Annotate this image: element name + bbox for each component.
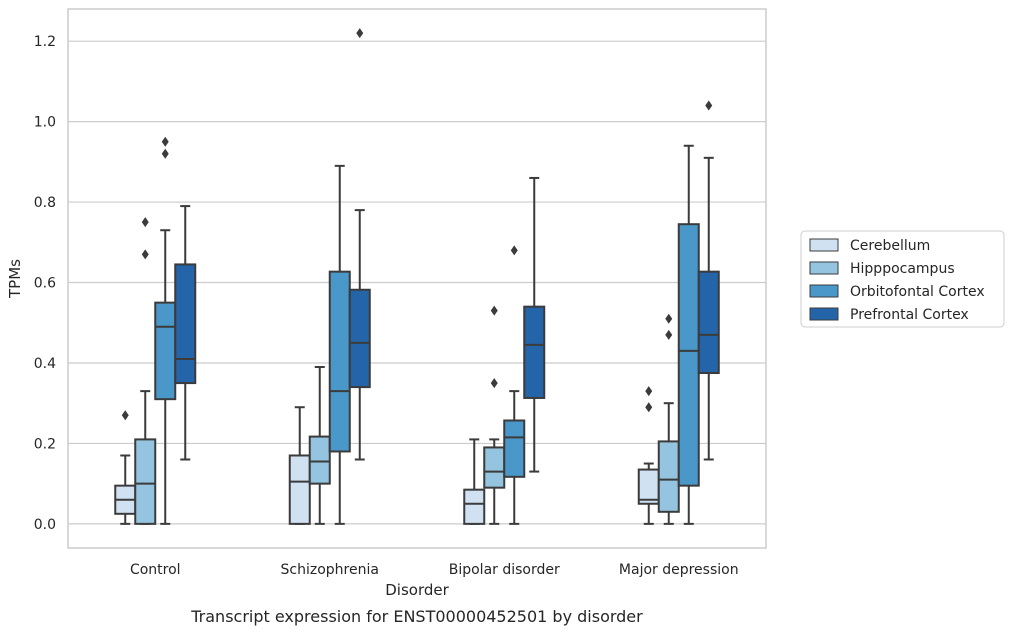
x-tick-label: Schizophrenia <box>281 562 379 578</box>
box-prefrontal-cortex <box>697 100 720 461</box>
outlier-point <box>356 28 364 39</box>
y-tick-label: 0.6 <box>34 276 56 292</box>
legend-swatch <box>809 307 839 321</box>
box-body <box>348 288 371 389</box>
box-prefrontal-cortex <box>523 176 546 473</box>
legend-swatch <box>809 284 839 298</box>
box-cerebellum <box>288 406 311 525</box>
legend-swatch <box>809 261 839 275</box>
box-cerebellum <box>637 386 660 525</box>
box-plot-marks <box>114 28 720 525</box>
box-body <box>483 446 506 489</box>
outlier-point <box>665 329 673 340</box>
y-tick-label: 0.2 <box>34 436 56 452</box>
legend-label: Prefrontal Cortex <box>850 307 969 323</box>
outlier-point <box>665 313 673 324</box>
x-tick-label: Major depression <box>619 562 739 578</box>
box-cerebellum <box>463 438 486 525</box>
plot-frame <box>67 8 767 549</box>
box-hipppocampus <box>308 365 331 525</box>
y-tick-label: 0.0 <box>34 517 56 533</box>
box-body <box>463 488 486 525</box>
y-tick-label: 1.0 <box>34 115 56 131</box>
box-body <box>154 301 177 401</box>
outlier-point <box>510 245 518 256</box>
box-body <box>657 440 680 513</box>
box-orbitofontal-cortex <box>503 245 526 525</box>
box-body <box>308 435 331 485</box>
box-cerebellum <box>114 410 137 525</box>
legend-label: Cerebellum <box>850 238 930 254</box>
legend-label: Orbitofontal Cortex <box>850 284 985 300</box>
legend-label: Hipppocampus <box>850 261 955 277</box>
outlier-point <box>141 217 149 228</box>
box-hipppocampus <box>483 305 506 525</box>
x-axis-ticks: Control Schizophrenia Bipolar disorder Majo… <box>130 562 739 578</box>
outlier-point <box>490 305 498 316</box>
box-body <box>697 270 720 375</box>
outlier-point <box>141 249 149 260</box>
chart-caption: Transcript expression for ENST0000045250… <box>190 607 643 626</box>
x-axis-label: Disorder <box>385 581 449 599</box>
box-body <box>288 454 311 525</box>
box-prefrontal-cortex <box>174 205 197 461</box>
outlier-point <box>490 378 498 389</box>
box-orbitofontal-cortex <box>154 136 177 525</box>
y-axis-ticks: 0.0 0.2 0.4 0.6 0.8 1.0 1.2 <box>34 34 56 533</box>
box-body <box>503 419 526 478</box>
box-body <box>174 263 197 385</box>
outlier-point <box>705 100 713 111</box>
box-prefrontal-cortex <box>348 28 371 461</box>
y-tick-label: 1.2 <box>34 34 56 50</box>
box-body <box>328 270 351 453</box>
y-tick-label: 0.4 <box>34 356 56 372</box>
x-tick-label: Bipolar disorder <box>449 562 560 578</box>
legend: Cerebellum Hipppocampus Orbitofontal Corte… <box>800 230 1005 328</box>
outlier-point <box>645 386 653 397</box>
y-axis-label: TPMs <box>6 259 24 299</box>
box-hipppocampus <box>134 217 157 525</box>
x-tick-label: Control <box>130 562 181 578</box>
box-hipppocampus <box>657 313 680 525</box>
legend-frame <box>800 230 1005 328</box>
box-orbitofontal-cortex <box>328 164 351 525</box>
outlier-point <box>121 410 129 421</box>
legend-swatch <box>809 238 839 252</box>
y-tick-label: 0.8 <box>34 195 56 211</box>
box-body <box>134 438 157 525</box>
outlier-point <box>161 136 169 147</box>
outlier-point <box>645 402 653 413</box>
outlier-point <box>161 148 169 159</box>
box-body <box>637 468 660 505</box>
box-body <box>677 223 700 487</box>
box-body <box>523 305 546 399</box>
